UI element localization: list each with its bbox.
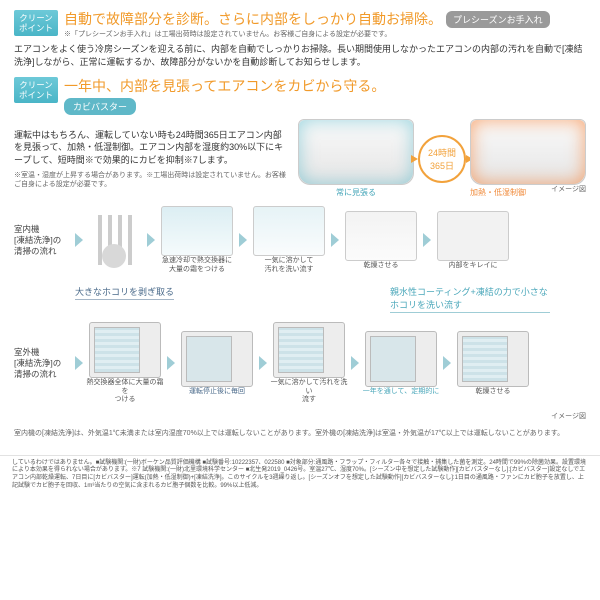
indoor-step-dry (345, 211, 417, 261)
footer-disclaimer: しているわけではありません。■試験機関:(一財)ボーケン品質評価機構 ■試験番号… (0, 455, 600, 491)
preseason-badge: プレシーズンお手入れ (446, 11, 550, 28)
clean-point-tag: クリーン ポイント (14, 77, 58, 103)
section2-fine: ※室温・湿度が上昇する場合があります。※工場出荷時は設定されていません。お客様ご… (14, 171, 290, 189)
chevron-right-icon (75, 356, 83, 370)
badge-note: ※「プレシーズンお手入れ」は工場出荷時は設定されていません。お客様ご自身による設… (64, 30, 586, 39)
cap-watching: 常に見張る (336, 187, 376, 198)
section1-body: エアコンをよく使う冷房シーズンを迎える前に、内部を自動でしっかりお掃除。長い期間… (14, 43, 586, 69)
outdoor-step1 (89, 322, 161, 378)
chevron-right-icon (75, 233, 83, 247)
circle-24-365: 24時間 365日 (418, 135, 466, 183)
indoor-flow-label: 室内機 [凍結洗浄]の 清掃の流れ (14, 224, 72, 257)
chevron-right-icon (331, 233, 339, 247)
section3-fine: 室内機の[凍結洗浄]は、外気温1℃未満または室内湿度70%以上では運転しないこと… (14, 429, 586, 438)
chevron-right-icon (423, 233, 431, 247)
ac-unit-watching (298, 119, 414, 185)
section1-headline: 自動で故障部分を診断。さらに内部をしっかり自動お掃除。 (64, 10, 442, 30)
ac-unit-heated (470, 119, 586, 185)
img-note: イメージ図 (551, 185, 586, 198)
outdoor-step2 (273, 322, 345, 378)
indoor-step-clean (437, 211, 509, 261)
chevron-right-icon (443, 356, 451, 370)
outdoor-step2b (365, 331, 437, 387)
cap-heated: 加熱・低湿制御 (470, 187, 526, 198)
indoor-step-melt (253, 206, 325, 256)
exchanger-diagram (86, 210, 144, 270)
outdoor-step3 (457, 331, 529, 387)
section2-text: 運転中はもちろん、運転していない時も24時間365日エアコン内部を見張って、加熱… (14, 129, 290, 167)
section2-headline: 一年中、内部を見張ってエアコンをカビから守る。 (64, 77, 586, 97)
outdoor-flow-label: 室外機 [凍結洗浄]の 清掃の流れ (14, 347, 72, 380)
mold-buster-badge: カビバスター (64, 98, 136, 115)
img-note: イメージ図 (14, 412, 586, 421)
chevron-right-icon (351, 356, 359, 370)
outdoor-step1b (181, 331, 253, 387)
sub-head-scrape: 大きなホコリを剥ぎ取る (75, 285, 174, 300)
sub-head-wash: 親水性コーティング+凍結の力で小さなホコリを洗い流す (390, 285, 550, 313)
clean-point-tag: クリーン ポイント (14, 10, 58, 36)
chevron-right-icon (147, 233, 155, 247)
chevron-right-icon (239, 233, 247, 247)
indoor-step-frost (161, 206, 233, 256)
chevron-right-icon (259, 356, 267, 370)
chevron-right-icon (167, 356, 175, 370)
